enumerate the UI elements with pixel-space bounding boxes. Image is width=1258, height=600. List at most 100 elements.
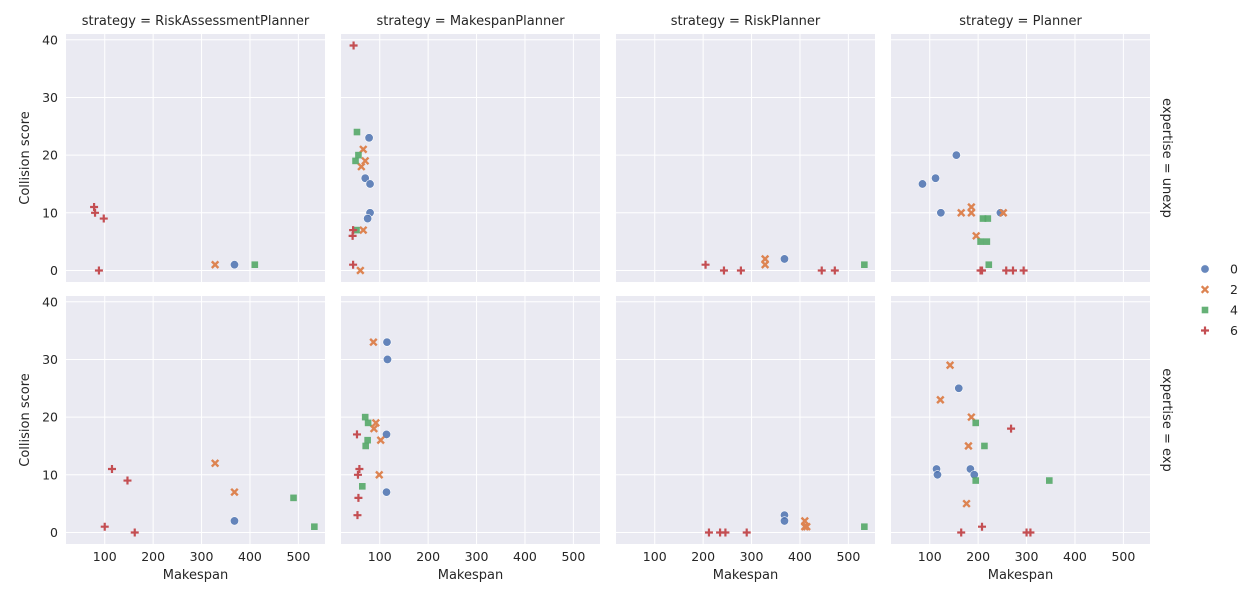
legend-item-2: 2 — [1200, 282, 1238, 297]
x-tick-label: 100 — [918, 549, 942, 564]
x-tick-label: 200 — [691, 549, 715, 564]
panel-background — [66, 296, 325, 544]
point-series-0 — [360, 173, 370, 183]
point-series-6 — [348, 231, 357, 240]
point-series-6 — [1002, 266, 1011, 275]
y-tick-label: 40 — [42, 32, 58, 47]
point-series-2 — [962, 499, 971, 508]
point-series-4 — [364, 419, 372, 427]
x-axis-label: Makespan — [713, 568, 778, 583]
panel-r1-c0 — [66, 296, 325, 544]
point-series-0 — [382, 429, 392, 439]
x-tick-label: 400 — [1063, 549, 1087, 564]
row-title: expertise = unexp — [1159, 98, 1174, 218]
point-series-4 — [353, 128, 361, 136]
panel-r1-c3 — [891, 296, 1150, 544]
point-series-0 — [363, 214, 373, 224]
point-series-2 — [357, 162, 366, 171]
legend-label: 0 — [1230, 262, 1238, 277]
point-series-2 — [359, 145, 368, 154]
point-series-2 — [376, 436, 385, 445]
point-series-6 — [99, 214, 108, 223]
point-series-2 — [361, 156, 370, 166]
point-series-2 — [945, 361, 955, 370]
y-axis-label: Collision score — [18, 373, 33, 467]
point-series-2 — [964, 441, 973, 451]
y-tick-label: 20 — [42, 410, 58, 425]
point-series-0 — [932, 470, 942, 480]
point-series-6 — [701, 260, 710, 269]
point-series-6 — [94, 266, 103, 275]
x-tick-label: 400 — [788, 549, 812, 564]
legend-item-0: 0 — [1200, 262, 1238, 277]
x-tick-label: 300 — [1015, 549, 1039, 564]
point-series-2 — [957, 208, 966, 217]
x-tick-label: 200 — [141, 549, 165, 564]
point-series-6 — [719, 266, 728, 275]
point-series-2 — [359, 225, 368, 235]
labels-layer: 0 10 20 30 40 Collision score strategy = RiskA… — [18, 14, 1174, 583]
point-series-0 — [936, 208, 946, 218]
point-series-2 — [972, 231, 981, 241]
x-axis-label: Makespan — [438, 568, 503, 583]
legend-marker-6 — [1201, 326, 1209, 335]
panel-r1-c1 — [341, 296, 600, 544]
point-series-0 — [382, 354, 392, 364]
x-tick-label: 400 — [238, 549, 262, 564]
legend-marker-2 — [1200, 285, 1210, 294]
point-series-6 — [355, 465, 364, 474]
y-tick-label: 30 — [42, 352, 58, 367]
point-series-0 — [364, 133, 374, 143]
point-series-4 — [364, 436, 371, 444]
y-tick-label: 30 — [42, 90, 58, 105]
point-series-6 — [91, 208, 100, 217]
point-series-2 — [967, 208, 976, 217]
point-series-6 — [352, 430, 361, 439]
legend-marker-0 — [1200, 264, 1210, 274]
panel-background — [891, 34, 1150, 282]
panels-layer — [66, 34, 1150, 544]
point-series-2 — [936, 395, 945, 404]
point-series-6 — [1009, 266, 1017, 275]
panel-r0-c2 — [616, 34, 875, 282]
point-series-0 — [954, 383, 964, 393]
x-tick-label: 200 — [416, 549, 440, 564]
point-series-6 — [704, 528, 713, 537]
column-title: strategy = MakespanPlanner — [376, 14, 565, 29]
point-series-0 — [951, 150, 961, 160]
point-series-6 — [1007, 424, 1016, 433]
x-tick-label: 500 — [286, 549, 310, 564]
column-title: strategy = RiskAssessmentPlanner — [82, 14, 310, 29]
point-series-4 — [359, 483, 366, 490]
x-tick-label: 100 — [368, 549, 392, 564]
panel-r1-c2 — [616, 296, 875, 544]
panel-background — [341, 34, 600, 282]
point-series-6 — [353, 511, 362, 520]
point-series-4 — [984, 215, 992, 222]
point-series-4 — [981, 442, 988, 450]
point-series-6 — [100, 522, 109, 531]
column-title: strategy = RiskPlanner — [671, 14, 821, 29]
point-series-6 — [130, 528, 139, 537]
x-tick-label: 500 — [1111, 549, 1135, 564]
point-series-4 — [861, 261, 868, 268]
point-series-4 — [361, 413, 369, 421]
point-series-2 — [356, 266, 365, 275]
legend-marker-4 — [1201, 306, 1209, 314]
point-series-4 — [861, 523, 868, 530]
point-series-0 — [779, 516, 789, 526]
x-tick-label: 300 — [740, 549, 764, 564]
point-series-2 — [230, 487, 239, 497]
panel-r0-c1 — [341, 34, 600, 282]
y-tick-label: 0 — [50, 263, 58, 278]
point-series-6 — [107, 465, 116, 474]
point-series-6 — [978, 266, 987, 275]
panel-background — [616, 296, 875, 544]
point-series-0 — [229, 516, 239, 526]
panel-background — [616, 34, 875, 282]
point-series-0 — [779, 254, 789, 264]
point-series-2 — [802, 522, 811, 531]
point-series-4 — [352, 157, 359, 165]
column-title: strategy = Planner — [959, 14, 1082, 29]
